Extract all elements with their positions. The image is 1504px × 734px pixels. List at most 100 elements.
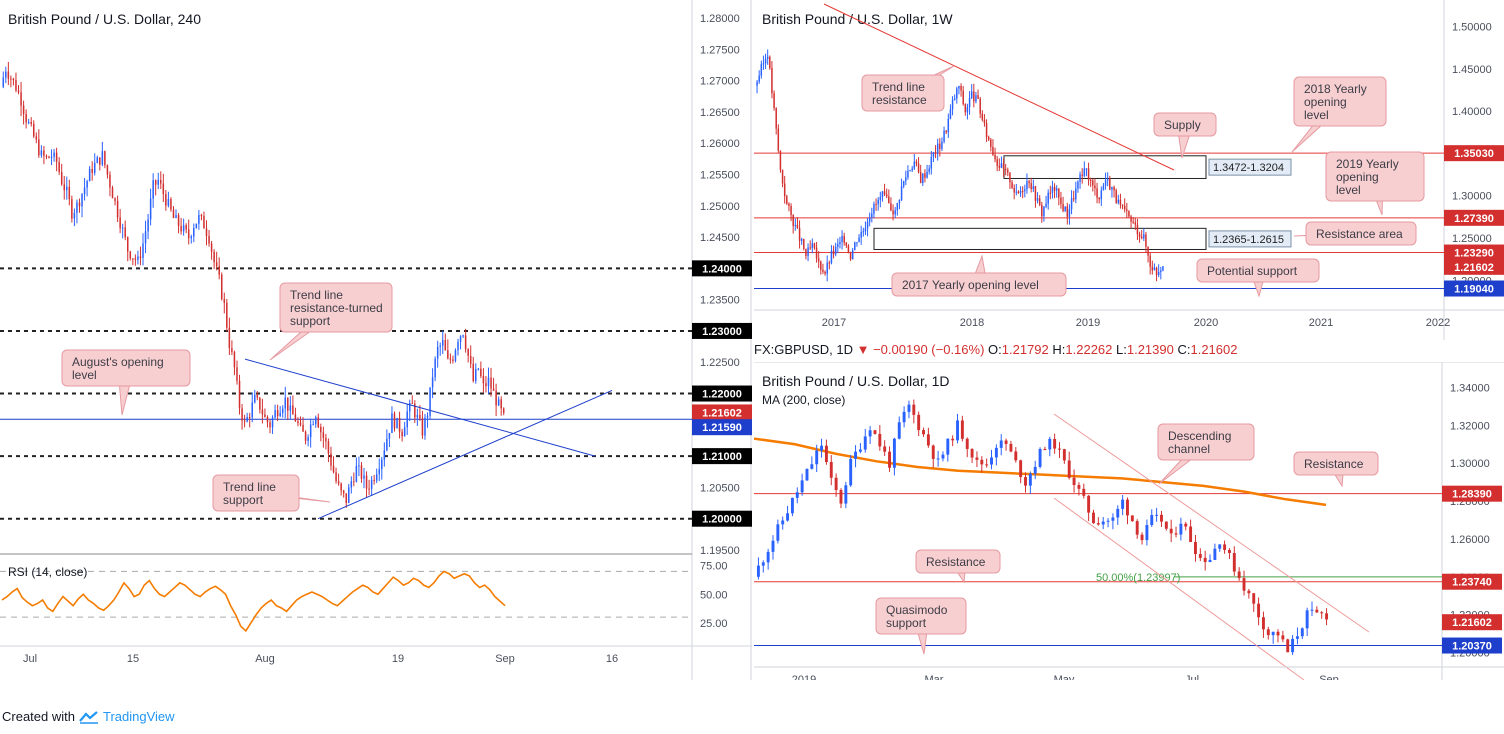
candle bbox=[83, 187, 86, 195]
candle bbox=[50, 156, 53, 158]
fib-label: 50.00%(1.23997) bbox=[1096, 572, 1180, 584]
candle bbox=[309, 424, 312, 438]
zone-label: 1.3472-1.3204 bbox=[1213, 162, 1284, 174]
y-axis-tick-label: 1.30000 bbox=[1452, 191, 1492, 203]
candle bbox=[137, 256, 139, 260]
candle bbox=[294, 414, 297, 422]
candle bbox=[932, 152, 935, 157]
candle bbox=[1070, 198, 1073, 210]
price-tag: 1.21602 bbox=[1454, 262, 1494, 274]
down-triangle-icon: ▼ bbox=[856, 342, 870, 357]
candle bbox=[157, 179, 159, 185]
footer-credit[interactable]: Created with TradingView bbox=[2, 709, 175, 724]
callout-quasimodo-text: Quasimodo bbox=[886, 603, 948, 617]
candle bbox=[1126, 499, 1129, 516]
candle bbox=[849, 458, 853, 486]
candle bbox=[896, 203, 899, 211]
candle bbox=[48, 156, 50, 158]
ma-label: MA (200, close) bbox=[762, 393, 845, 407]
candle bbox=[477, 368, 480, 370]
candle bbox=[800, 480, 804, 493]
chart-gbpusd-1w[interactable]: British Pound / U.S. Dollar, 1W 1.50000 1.… bbox=[754, 0, 1504, 340]
chart-gbpusd-1d[interactable]: British Pound / U.S. Dollar, 1D MA (200, … bbox=[754, 362, 1504, 680]
candle bbox=[829, 462, 833, 478]
candle bbox=[1145, 525, 1149, 541]
callout-descending-channel-box bbox=[1157, 423, 1255, 461]
candle bbox=[348, 487, 350, 503]
candle bbox=[1041, 204, 1043, 217]
candle bbox=[1237, 571, 1241, 579]
rsi-label: RSI (14, close) bbox=[8, 565, 87, 579]
callout-trendline-rts-text: Trend line bbox=[290, 288, 343, 302]
price-tag: 1.20370 bbox=[1452, 641, 1492, 653]
candle bbox=[81, 194, 83, 207]
candle bbox=[325, 437, 327, 442]
candle bbox=[1024, 477, 1027, 486]
candle bbox=[1058, 188, 1060, 198]
candle bbox=[1151, 266, 1154, 271]
candle bbox=[195, 223, 198, 228]
candle bbox=[20, 92, 22, 106]
candle bbox=[796, 224, 799, 228]
callout-descending-channel-text: channel bbox=[1168, 442, 1210, 456]
candle bbox=[25, 113, 27, 123]
candle bbox=[1104, 180, 1107, 186]
candle bbox=[459, 336, 462, 342]
candle bbox=[337, 481, 340, 484]
candle bbox=[1087, 168, 1090, 181]
chart-gbpusd-240[interactable]: British Pound / U.S. Dollar, 240 1.28000 1… bbox=[0, 0, 752, 680]
candle bbox=[1150, 515, 1154, 526]
candle bbox=[931, 445, 935, 459]
candle bbox=[1291, 638, 1295, 653]
candle bbox=[60, 172, 63, 185]
candle bbox=[266, 416, 269, 423]
x-axis-tick-label: Jul bbox=[1185, 674, 1199, 680]
callout-resistance-lower-text: Resistance bbox=[926, 555, 986, 569]
y-axis-tick-label: 1.28000 bbox=[700, 13, 740, 25]
x-axis-tick-label: 2021 bbox=[1309, 317, 1333, 329]
candle bbox=[401, 431, 403, 437]
candle bbox=[398, 417, 401, 432]
callout-supply: Supply bbox=[1153, 112, 1217, 159]
x-axis-tick-label: Aug bbox=[255, 653, 275, 665]
candle bbox=[924, 173, 926, 178]
candle bbox=[355, 465, 358, 482]
candle bbox=[1276, 631, 1280, 636]
candle bbox=[878, 433, 882, 447]
candle bbox=[805, 248, 807, 256]
candle bbox=[962, 90, 964, 105]
candle bbox=[429, 387, 431, 416]
level-label-bg bbox=[692, 322, 752, 339]
candle bbox=[946, 438, 950, 455]
candle bbox=[894, 210, 896, 215]
candle bbox=[2, 77, 5, 87]
price-tag-bg bbox=[1442, 637, 1502, 654]
footer-brand: TradingView bbox=[102, 709, 175, 724]
candle bbox=[980, 459, 984, 465]
candle bbox=[106, 165, 109, 175]
candle bbox=[912, 404, 916, 415]
candle bbox=[406, 411, 408, 428]
candle bbox=[1247, 590, 1251, 594]
candle bbox=[994, 154, 996, 160]
callout-resistance-area: Resistance area bbox=[1293, 221, 1417, 246]
candle bbox=[1096, 188, 1098, 198]
candle bbox=[890, 203, 892, 211]
candle bbox=[879, 196, 882, 200]
candle bbox=[892, 210, 894, 215]
x-axis-tick-label: 2019 bbox=[1076, 317, 1100, 329]
callout-descending-channel-text: Descending bbox=[1168, 429, 1231, 443]
candle bbox=[902, 411, 906, 423]
x-axis-tick-label: Sep bbox=[1319, 674, 1339, 680]
candle bbox=[495, 390, 497, 406]
candle bbox=[1121, 499, 1125, 509]
candle bbox=[482, 375, 485, 384]
candle bbox=[317, 417, 320, 428]
candle bbox=[947, 118, 950, 133]
candle bbox=[53, 152, 55, 157]
candle bbox=[1038, 198, 1041, 205]
candle bbox=[858, 237, 860, 243]
candle bbox=[990, 457, 993, 465]
candle bbox=[1266, 629, 1270, 636]
candle bbox=[436, 346, 439, 359]
